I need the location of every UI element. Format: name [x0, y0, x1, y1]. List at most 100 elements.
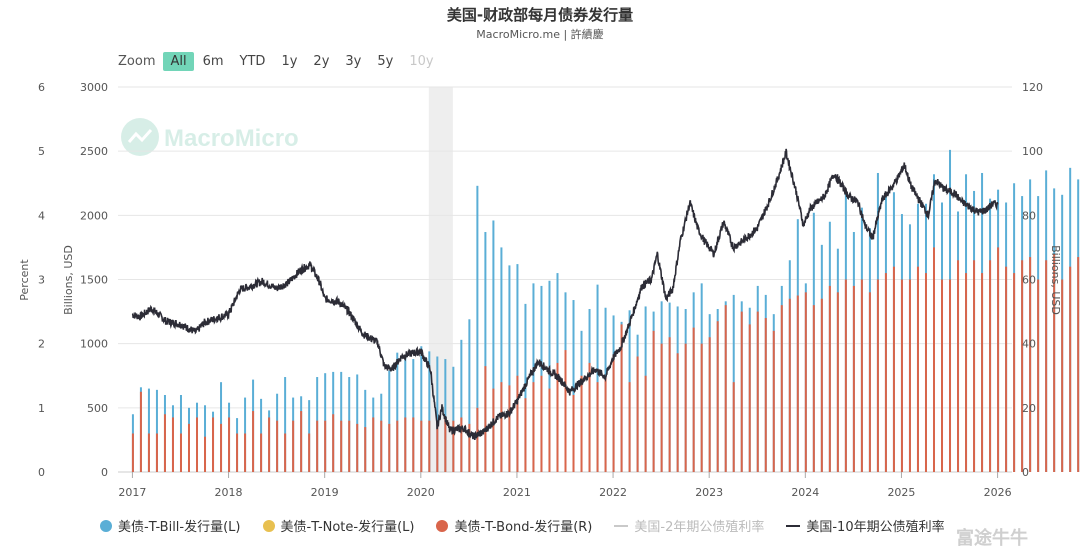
- right-tick-label: 40: [1022, 338, 1036, 351]
- bill-bar: [516, 264, 519, 472]
- bond-bar: [476, 407, 479, 472]
- bond-bar: [1021, 260, 1024, 472]
- left-axis-title: Billions, USD: [62, 245, 75, 315]
- bill-bar: [396, 352, 399, 472]
- bond-bar: [1005, 266, 1008, 472]
- bond-bar: [876, 279, 879, 472]
- bond-bar: [916, 266, 919, 472]
- bond-bar: [492, 388, 495, 472]
- bill-bar: [484, 232, 487, 472]
- zoom-button-10y[interactable]: 10y: [409, 54, 434, 69]
- bond-bar: [340, 420, 343, 472]
- x-tick-label: 2019: [311, 486, 339, 499]
- percent-tick-label: 5: [38, 145, 45, 158]
- bond-bar: [612, 356, 615, 472]
- zoom-button-5y[interactable]: 5y: [377, 54, 394, 69]
- bond-bar: [508, 385, 511, 472]
- bond-bar: [516, 375, 519, 472]
- bill-bar: [500, 247, 503, 472]
- bond-bar: [228, 417, 231, 472]
- zoom-button-ytd[interactable]: YTD: [239, 54, 266, 69]
- bond-bar: [139, 391, 142, 472]
- bond-bar: [692, 327, 695, 472]
- bond-bar: [548, 388, 551, 472]
- left-tick-label: 1500: [80, 274, 108, 287]
- percent-tick-label: 3: [38, 274, 45, 287]
- bond-bar: [684, 343, 687, 472]
- right-tick-label: 20: [1022, 402, 1036, 415]
- bond-bar: [452, 420, 455, 472]
- x-tick-label: 2025: [887, 486, 915, 499]
- bond-bar: [1029, 257, 1032, 472]
- bond-bar: [628, 382, 631, 472]
- bond-bar: [532, 382, 535, 472]
- bond-bar: [580, 375, 583, 472]
- bond-bar: [660, 343, 663, 472]
- bond-bar: [1077, 257, 1080, 472]
- macromicro-logo: MacroMicro: [121, 118, 299, 156]
- zoom-button-all[interactable]: All: [163, 52, 194, 71]
- zoom-button-1y[interactable]: 1y: [281, 54, 298, 69]
- bond-bar: [179, 433, 182, 472]
- legend-item-3[interactable]: 美国-2年期公债殖利率: [614, 516, 764, 535]
- legend-label: 美债-T-Bond-发行量(R): [454, 520, 593, 535]
- bond-bar: [973, 260, 976, 472]
- bond-bar: [404, 417, 407, 472]
- legend: 美债-T-Bill-发行量(L) 美债-T-Note-发行量(L) 美债-T-Bon…: [100, 516, 967, 535]
- bond-bar: [444, 417, 447, 472]
- bond-bar: [388, 423, 391, 472]
- bond-bar: [852, 285, 855, 472]
- bill-bar: [460, 339, 463, 472]
- legend-item-4[interactable]: 美国-10年期公债殖利率: [786, 516, 945, 535]
- bill-bar: [596, 284, 599, 472]
- bill-bar: [444, 359, 447, 472]
- left-tick-label: 500: [87, 402, 108, 415]
- legend-label: 美债-T-Bill-发行量(L): [118, 520, 241, 535]
- bill-bar: [155, 389, 158, 472]
- bond-bar: [460, 417, 463, 472]
- zoom-bar: Zoom All 6m YTD 1y 2y 3y 5y 10y: [118, 52, 443, 71]
- bond-bar: [412, 417, 415, 472]
- bond-bar: [804, 292, 807, 472]
- bond-bar: [220, 423, 223, 472]
- legend-dot-icon: [262, 519, 275, 532]
- bond-bar: [147, 433, 150, 472]
- x-tick-label: 2021: [503, 486, 531, 499]
- bond-bar: [812, 305, 815, 472]
- left-tick-label: 1000: [80, 338, 108, 351]
- x-tick-label: 2020: [407, 486, 435, 499]
- x-tick-label: 2022: [599, 486, 627, 499]
- legend-item-1[interactable]: 美债-T-Note-发行量(L): [262, 516, 414, 535]
- percent-axis-title: Percent: [18, 259, 31, 301]
- bond-bar: [171, 417, 174, 472]
- bond-bar: [796, 295, 799, 472]
- bond-bar: [949, 279, 952, 472]
- bond-bar: [300, 411, 303, 472]
- bond-bar: [284, 433, 287, 472]
- legend-item-2[interactable]: 美债-T-Bond-发行量(R): [436, 516, 592, 535]
- zoom-button-6m[interactable]: 6m: [202, 54, 224, 69]
- bond-bar: [324, 420, 327, 472]
- bond-bar: [420, 420, 423, 472]
- bond-bar: [276, 420, 279, 472]
- bond-bar: [700, 343, 703, 472]
- bond-bar: [644, 375, 647, 472]
- legend-label: 美国-2年期公债殖利率: [634, 520, 765, 535]
- bond-bar: [772, 330, 775, 472]
- zoom-button-2y[interactable]: 2y: [313, 54, 330, 69]
- bond-bar: [604, 375, 607, 472]
- bond-bar: [380, 420, 383, 472]
- x-tick-label: 2018: [215, 486, 243, 499]
- bill-bar: [436, 356, 439, 472]
- zoom-button-3y[interactable]: 3y: [345, 54, 362, 69]
- legend-item-0[interactable]: 美债-T-Bill-发行量(L): [100, 516, 241, 535]
- bond-bar: [1045, 260, 1048, 472]
- bond-bar: [131, 433, 134, 472]
- legend-line-icon: [786, 524, 801, 527]
- bond-bar: [668, 337, 671, 472]
- bond-bar: [468, 423, 471, 472]
- zoom-label: Zoom: [118, 54, 156, 69]
- bond-bar: [676, 353, 679, 472]
- bond-bar: [540, 375, 543, 472]
